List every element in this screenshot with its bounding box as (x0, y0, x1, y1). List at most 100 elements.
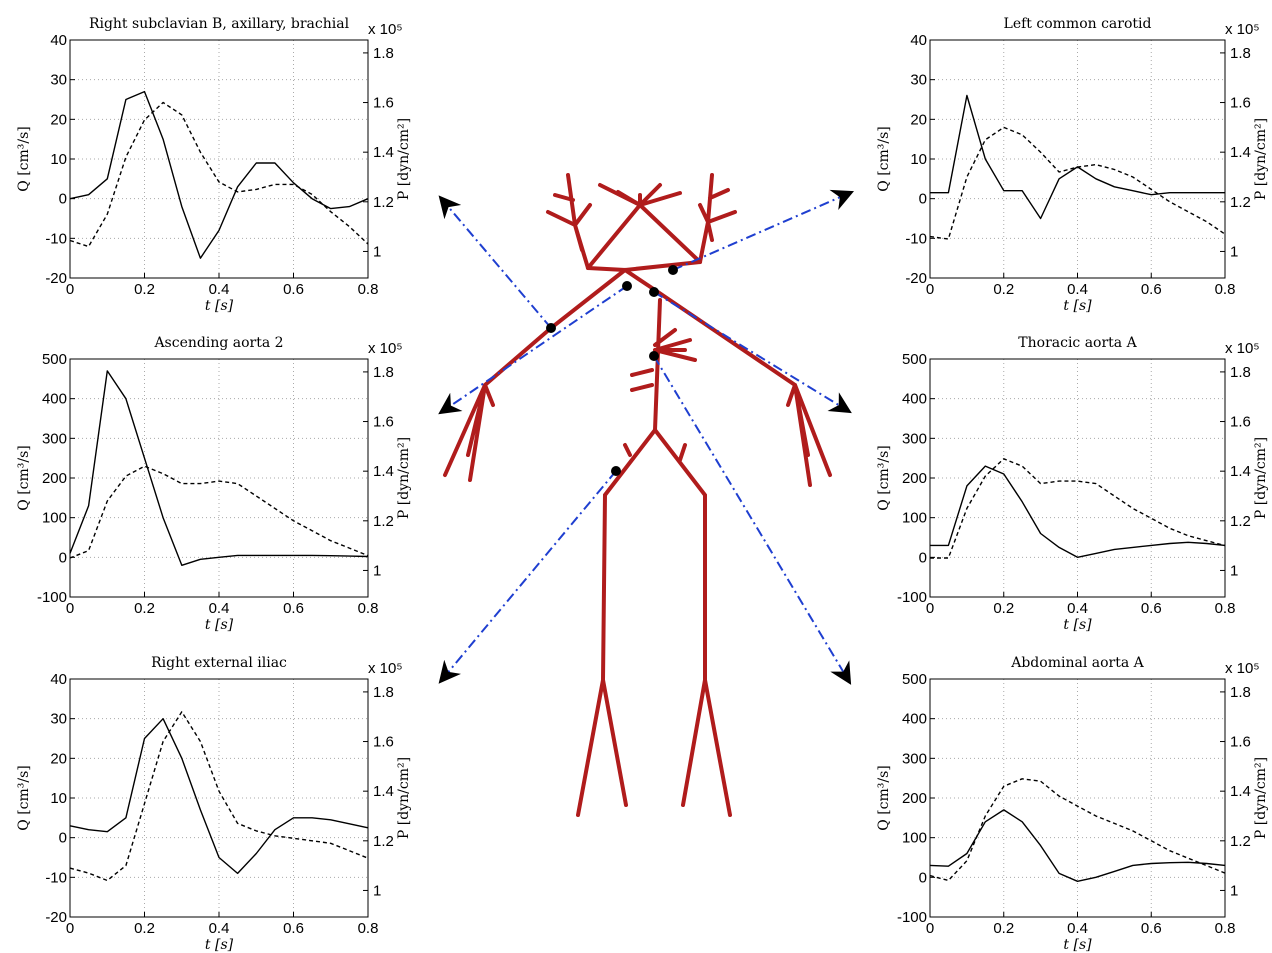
y2-axis-label: P [dyn/cm²] (396, 118, 412, 200)
y-tick-label: -20 (905, 270, 927, 287)
panel: 0 0.2 0.4 0.6 0.8-100010020030040050011.21.4… (876, 655, 1269, 953)
y-tick-label: 0 (919, 191, 927, 208)
y2-tick-label: 1 (373, 882, 381, 899)
y-tick-label: 400 (902, 391, 927, 408)
chart-title: Right subclavian B, axillary, brachial (89, 16, 350, 32)
x-tick-label: 0.2 (134, 600, 155, 617)
series-line (69, 370, 369, 566)
y-tick-label: -10 (45, 869, 67, 886)
axes-frame (929, 678, 1226, 918)
y2-tick-label: 1.8 (1230, 364, 1251, 381)
x-tick-label: 0 (926, 600, 934, 617)
y-tick-label: 20 (50, 111, 67, 128)
y2-axis-label: P [dyn/cm²] (1253, 437, 1269, 519)
y-tick-label: 300 (902, 750, 927, 767)
y2-axis-label: P [dyn/cm²] (396, 437, 412, 519)
y2-tick-label: 1 (1230, 562, 1238, 579)
y2-tick-label: 1.4 (1230, 783, 1251, 800)
measurement-points (546, 265, 678, 476)
axes-frame (69, 678, 369, 918)
arterial-tree (443, 173, 832, 817)
x-tick-label: 0 (926, 920, 934, 937)
plot-area (930, 40, 1225, 278)
y-tick-label: 200 (902, 470, 927, 487)
y-tick-label: 10 (50, 790, 67, 807)
y2-tick-label: 1.2 (373, 833, 394, 850)
y-tick-label: 0 (919, 869, 927, 886)
y-tick-label: -10 (905, 230, 927, 247)
y2-tick-label: 1.6 (1230, 95, 1251, 112)
plot-area (930, 679, 1225, 917)
y-tick-label: 40 (50, 671, 67, 688)
y-axis-label: Q [cm³/s] (16, 765, 32, 830)
series-line (69, 711, 369, 882)
x-tick-label: 0.4 (1067, 281, 1088, 298)
chart-title: Abdominal aorta A (1010, 655, 1144, 671)
x-tick-label: 0.6 (1141, 600, 1162, 617)
y2-scale-label: x 10⁵ (1225, 21, 1260, 38)
y2-tick-label: 1.8 (373, 364, 394, 381)
y2-tick-label: 1.6 (373, 734, 394, 751)
x-tick-label: 0.6 (283, 600, 304, 617)
arrows (438, 189, 855, 685)
y2-tick-label: 1.8 (373, 684, 394, 701)
y2-axis-label: P [dyn/cm²] (1253, 757, 1269, 839)
x-axis-label: t [s] (205, 617, 234, 633)
x-tick-label: 0.8 (1215, 600, 1236, 617)
y-tick-label: 40 (910, 32, 927, 49)
y-tick-label: 200 (902, 790, 927, 807)
y2-scale-label: x 10⁵ (1225, 340, 1260, 357)
y2-tick-label: 1.6 (1230, 734, 1251, 751)
series-line (929, 778, 1226, 882)
x-tick-label: 0.6 (283, 920, 304, 937)
x-axis-label: t [s] (1063, 298, 1092, 314)
y-tick-label: 200 (42, 470, 67, 487)
y-axis-label: Q [cm³/s] (16, 126, 32, 191)
x-tick-label: 0.2 (134, 281, 155, 298)
y2-tick-label: 1 (373, 562, 381, 579)
y-tick-label: 100 (902, 830, 927, 847)
y-tick-label: 100 (902, 510, 927, 527)
y-tick-label: 400 (42, 391, 67, 408)
y-axis-label: Q [cm³/s] (16, 445, 32, 510)
y2-tick-label: 1.8 (1230, 45, 1251, 62)
y-tick-label: 30 (910, 72, 927, 89)
y-tick-label: 400 (902, 711, 927, 728)
y-tick-label: 300 (902, 430, 927, 447)
x-tick-label: 0 (66, 920, 74, 937)
y-tick-label: 20 (910, 111, 927, 128)
chart-title: Ascending aorta 2 (153, 335, 283, 351)
chart-title: Left common carotid (1004, 16, 1152, 32)
x-tick-label: 0.6 (1141, 920, 1162, 937)
y-tick-label: 100 (42, 510, 67, 527)
y-tick-label: 300 (42, 430, 67, 447)
series-line (69, 90, 369, 259)
x-tick-label: 0.6 (283, 281, 304, 298)
y-tick-label: 0 (919, 549, 927, 566)
y2-tick-label: 1.4 (373, 144, 394, 161)
y-tick-label: -20 (45, 270, 67, 287)
x-tick-label: 0.4 (1067, 920, 1088, 937)
y2-scale-label: x 10⁵ (368, 21, 403, 38)
y-tick-label: 0 (59, 830, 67, 847)
x-axis-label: t [s] (1063, 937, 1092, 953)
y2-scale-label: x 10⁵ (1225, 660, 1260, 677)
x-tick-label: 0.8 (358, 920, 379, 937)
y-axis-label: Q [cm³/s] (876, 445, 892, 510)
chart-title: Right external iliac (151, 655, 287, 671)
y2-tick-label: 1.2 (1230, 194, 1251, 211)
x-tick-label: 0.8 (358, 281, 379, 298)
x-tick-label: 0.6 (1141, 281, 1162, 298)
x-tick-label: 0.8 (1215, 281, 1236, 298)
y2-tick-label: 1 (1230, 243, 1238, 260)
y-tick-label: -20 (45, 909, 67, 926)
x-tick-label: 0.4 (1067, 600, 1088, 617)
series-line (929, 126, 1226, 240)
x-axis-label: t [s] (205, 937, 234, 953)
x-tick-label: 0.2 (993, 600, 1014, 617)
axes-frame (929, 358, 1226, 598)
x-tick-label: 0.4 (209, 600, 230, 617)
y-axis-label: Q [cm³/s] (876, 126, 892, 191)
y-tick-label: 20 (50, 750, 67, 767)
